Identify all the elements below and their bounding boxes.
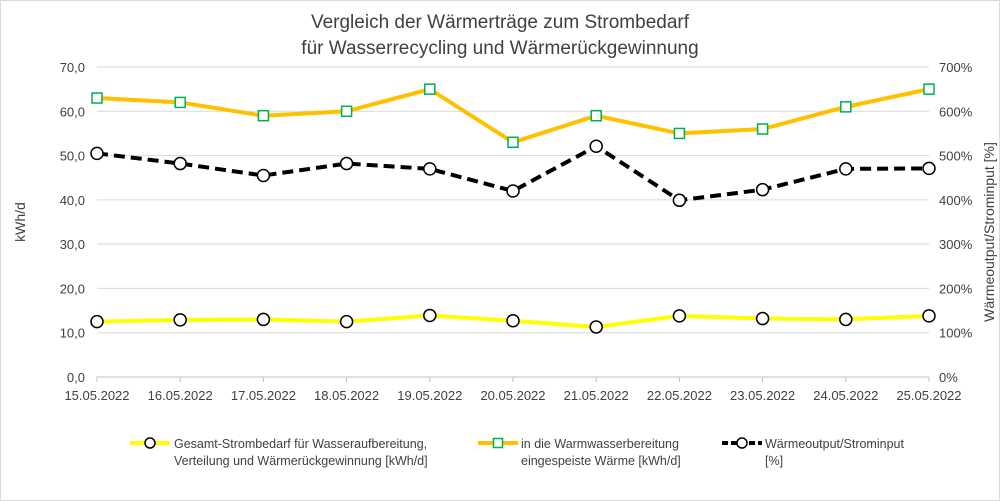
y-tick-label-3: 30,0	[60, 237, 85, 252]
series-0-point-4	[423, 308, 437, 323]
y2-tick-label-0: 0%	[939, 370, 958, 385]
y-tick-label-0: 0,0	[67, 370, 85, 385]
y2-tick-label-6: 600%	[939, 104, 973, 119]
series-line-1	[96, 87, 930, 145]
legend-label-waerme-line1: in die Warmwasserbereitung	[521, 437, 679, 451]
series-0-point-6	[589, 320, 603, 334]
series-1-point-7	[673, 127, 686, 140]
chart-title-line-1: Vergleich der Wärmerträge zum Strombedar…	[310, 12, 690, 33]
series-2-point-4	[423, 162, 437, 176]
y-tick-label-4: 40,0	[60, 193, 85, 208]
legend-label-ratio-line1: Wärmeoutput/Strominput	[765, 437, 904, 451]
x-tick-label-10: 25.05.2022	[896, 388, 961, 403]
legend-label-ratio: Wärmeoutput/Strominput [%]	[765, 436, 904, 470]
series-2-point-2	[256, 168, 271, 183]
legend-label-strombedarf-line1: Gesamt-Strombedarf für Wasseraufbereitun…	[174, 437, 428, 451]
y2-tick-label-2: 200%	[939, 281, 973, 296]
y-tick-label-5: 50,0	[60, 149, 85, 164]
series-2-point-3	[339, 156, 354, 171]
chart-title-line-2: für Wasserrecycling und Wärmerückgewinnu…	[301, 38, 699, 59]
series-2-point-8	[755, 182, 770, 197]
series-1-point-10	[923, 83, 935, 95]
series-1-point-0	[91, 92, 103, 104]
series-0-point-0	[90, 314, 104, 329]
series-1-point-1	[174, 96, 186, 109]
x-tick-label-1: 16.05.2022	[148, 388, 213, 403]
series-2-point-9	[839, 162, 853, 176]
series-0-point-5	[506, 314, 520, 328]
legend-marker-0	[144, 437, 156, 449]
x-tick-label-2: 17.05.2022	[231, 388, 296, 403]
series-1-point-9	[840, 101, 852, 113]
series-1-point-4	[424, 83, 436, 95]
series-2-point-6	[589, 139, 603, 154]
series-2-point-5	[506, 184, 520, 198]
series-2-point-7	[672, 193, 687, 208]
series-0-point-7	[672, 309, 687, 323]
y2-tick-label-1: 100%	[939, 326, 973, 341]
series-0-point-1	[173, 313, 187, 327]
series-0-point-3	[339, 314, 354, 329]
y2-tick-label-4: 400%	[939, 193, 973, 208]
x-tick-label-9: 24.05.2022	[813, 388, 878, 403]
series-0-point-2	[256, 312, 271, 327]
series-0-point-10	[922, 309, 936, 323]
legend-label-strombedarf-line2: Verteilung und Wärmerückgewinnung [kWh/d…	[174, 454, 428, 468]
series-2-point-1	[173, 156, 187, 171]
series-1-point-6	[590, 109, 602, 122]
x-tick-label-8: 23.05.2022	[730, 388, 795, 403]
series-line-2	[96, 144, 930, 203]
legend-marker-2	[736, 437, 748, 449]
y2-tick-label-3: 300%	[939, 237, 973, 252]
y-axis-title: kWh/d	[12, 202, 28, 242]
y-tick-label-6: 60,0	[60, 104, 85, 119]
y2-tick-label-5: 500%	[939, 149, 973, 164]
series-0-point-8	[755, 311, 770, 326]
y-tick-label-1: 10,0	[60, 326, 85, 341]
legend-label-waerme: in die Warmwasserbereitung eingespeiste …	[521, 436, 681, 470]
series-2-point-0	[90, 146, 104, 161]
series-0-point-9	[839, 312, 853, 327]
series-2-point-10	[922, 161, 936, 176]
y2-tick-label-7: 700%	[939, 60, 973, 75]
series-1-point-8	[756, 123, 769, 135]
series-1-point-5	[507, 136, 519, 149]
x-tick-label-3: 18.05.2022	[314, 388, 379, 403]
x-tick-label-7: 22.05.2022	[647, 388, 712, 403]
y-tick-label-7: 70,0	[60, 60, 85, 75]
legend-marker-1	[492, 437, 504, 449]
legend-label-waerme-line2: eingespeiste Wärme [kWh/d]	[521, 454, 681, 468]
y-tick-label-2: 20,0	[60, 281, 85, 296]
series-1-point-3	[340, 105, 353, 118]
x-tick-label-0: 15.05.2022	[64, 388, 129, 403]
legend-label-ratio-line2: [%]	[765, 454, 784, 468]
series-1-point-2	[257, 109, 270, 122]
legend-label-strombedarf: Gesamt-Strombedarf für Wasseraufbereitun…	[174, 436, 428, 470]
x-tick-label-4: 19.05.2022	[397, 388, 462, 403]
x-tick-label-5: 20.05.2022	[480, 388, 545, 403]
x-tick-label-6: 21.05.2022	[564, 388, 629, 403]
y2-axis-title: Wärmeoutput/Strominput [%]	[981, 142, 997, 322]
